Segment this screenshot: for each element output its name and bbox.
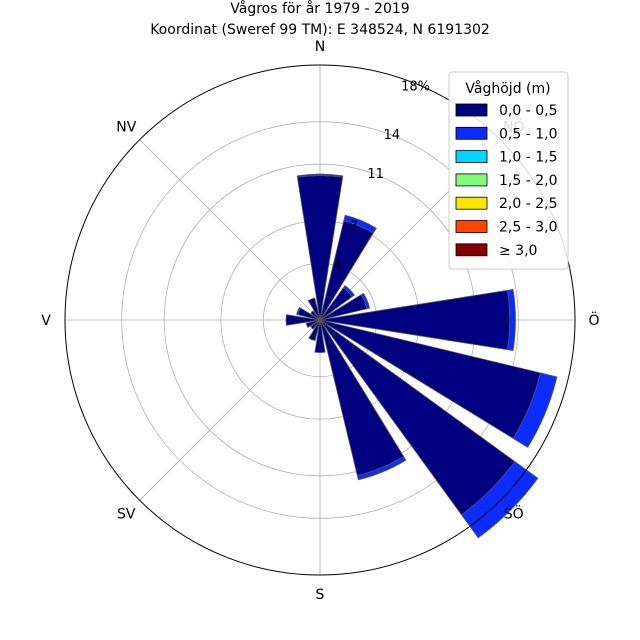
rose-bar-NNÖ-2 — [343, 214, 377, 234]
rose-bar-NÖ-2 — [342, 285, 355, 298]
rose-bar-S-1 — [314, 319, 326, 353]
legend-swatch — [455, 126, 488, 140]
direction-label: SÖ — [504, 505, 524, 523]
direction-label: V — [41, 313, 51, 329]
grid-spoke — [139, 139, 321, 321]
legend-swatch — [455, 150, 488, 164]
legend-label: 1,5 - 2,0 — [499, 173, 557, 189]
rose-bar-NNV-1 — [307, 297, 321, 321]
rose-bar-SV-1 — [310, 319, 321, 330]
radial-tick-label: 7 — [350, 219, 358, 234]
legend-label: 1,0 - 1,5 — [499, 150, 557, 166]
radial-max-label: 18% — [401, 79, 430, 94]
direction-label: N — [315, 39, 325, 55]
legend-items: 0,0 - 0,5 0,5 - 1,0 1,0 - 1,5 1,5 - 2,0 2,0 … — [455, 103, 557, 259]
legend-swatch — [455, 243, 488, 257]
legend-title: Våghöjd (m) — [465, 80, 550, 97]
legend-label: 2,0 - 2,5 — [499, 196, 557, 212]
direction-label: NV — [116, 119, 136, 135]
rose-bar-ÖSÖ-2 — [512, 372, 558, 448]
radial-tick-labels: 4 7 11 14 18% — [334, 79, 430, 273]
rose-bar-SSÖ-2 — [356, 455, 407, 481]
legend-swatch — [455, 220, 488, 233]
legend-frame — [448, 71, 569, 270]
legend-label: 0,5 - 1,0 — [499, 126, 557, 142]
radial-tick-label: 4 — [334, 259, 342, 274]
legend-swatch — [455, 196, 488, 210]
legend: Våghöjd (m) 0,0 - 0,5 0,5 - 1,0 1,0 - 1,5 1… — [448, 71, 569, 270]
chart-title: Vågros för år 1979 - 2019 — [230, 0, 409, 17]
rose-bar-SSV-1 — [308, 319, 321, 342]
direction-label: S — [316, 587, 325, 603]
direction-label: SV — [117, 507, 136, 523]
rose-bar-NV-1 — [310, 310, 321, 321]
polar-outline — [64, 64, 576, 576]
rose-bar-SÖ-2 — [460, 460, 539, 539]
rose-bar-V-1 — [285, 314, 321, 326]
legend-label: 0,0 - 0,5 — [499, 103, 557, 119]
radial-tick-label: 14 — [384, 128, 401, 143]
legend-label: ≥ 3,0 — [499, 243, 537, 259]
rose-bars — [285, 173, 558, 539]
chart-subtitle: Koordinat (Sweref 99 TM): E 348524, N 61… — [150, 22, 490, 38]
radial-tick-label: 11 — [367, 167, 384, 182]
rose-bar-ÖNÖ-2 — [360, 292, 371, 310]
grid-spoke — [139, 319, 321, 501]
legend-swatch — [455, 173, 488, 187]
rose-bar-VNV-2 — [296, 306, 302, 316]
direction-label: Ö — [588, 311, 599, 329]
legend-label: 2,5 - 3,0 — [499, 220, 557, 236]
rose-bar-N-2 — [296, 173, 344, 178]
rose-bar-Ö-2 — [507, 288, 516, 352]
rose-bar-VSV-1 — [305, 319, 321, 328]
legend-swatch — [455, 103, 488, 117]
